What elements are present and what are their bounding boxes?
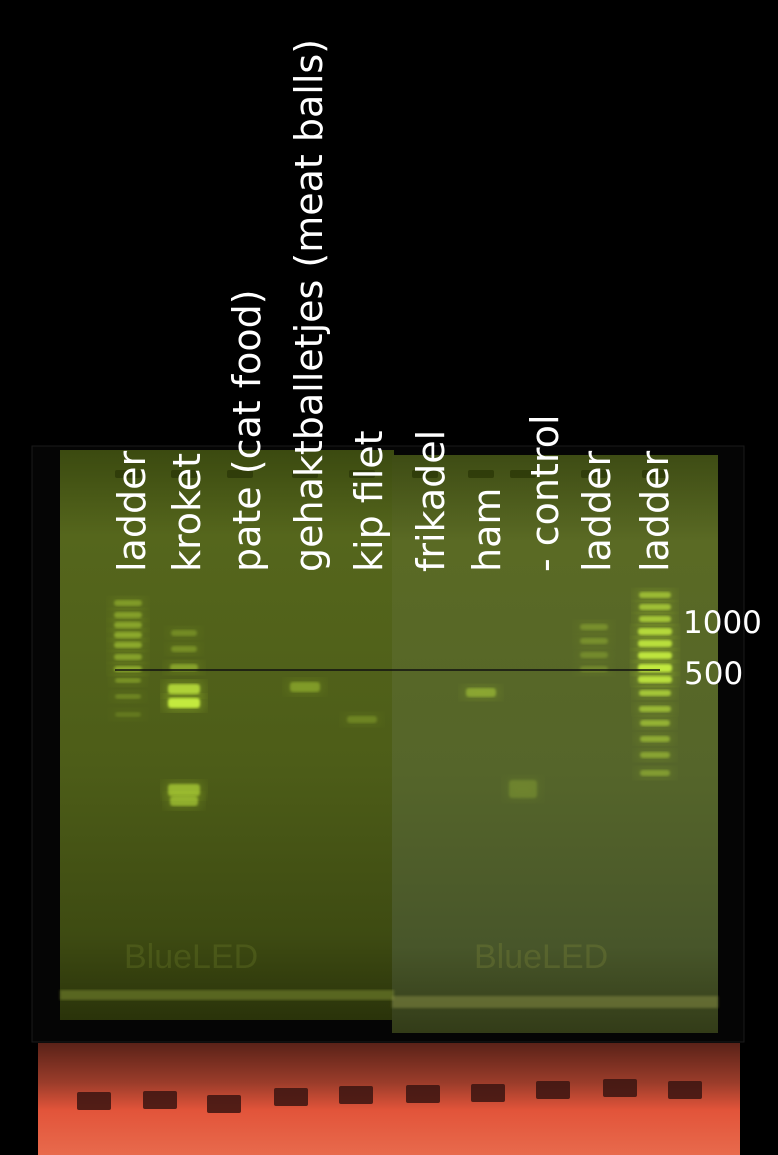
- band: [636, 767, 674, 779]
- well-10: [642, 470, 668, 478]
- lane-label-6: frikadel: [409, 429, 453, 572]
- tray-well-1: [77, 1092, 111, 1110]
- lane-label-10: ladder: [633, 450, 677, 572]
- size-marker-1000: 1000: [683, 605, 762, 641]
- tray-wells: [77, 1079, 702, 1113]
- tray-well-4: [274, 1088, 308, 1106]
- lane-label-9: ladder: [575, 450, 619, 572]
- lane-label-7: ham: [465, 487, 509, 572]
- band: [110, 609, 146, 621]
- band: [576, 649, 612, 661]
- well-3: [227, 470, 253, 478]
- gel-watermark-right: BlueLED: [474, 938, 608, 976]
- well-2: [171, 470, 197, 478]
- lane-label-8: - control: [523, 414, 567, 572]
- band: [635, 703, 675, 715]
- lane-label-2: kroket: [165, 453, 209, 572]
- band: [111, 691, 145, 702]
- band: [166, 793, 202, 809]
- wells: [115, 470, 668, 478]
- band: [166, 661, 202, 674]
- band: [576, 621, 612, 633]
- tray-well-10: [668, 1081, 702, 1099]
- band: [111, 709, 145, 720]
- band: [110, 629, 146, 641]
- band: [635, 601, 675, 613]
- band: [635, 589, 675, 601]
- band: [110, 639, 146, 651]
- band: [343, 713, 381, 726]
- band: [167, 643, 201, 655]
- band: [636, 717, 674, 729]
- tray-well-3: [207, 1095, 241, 1113]
- band: [110, 651, 146, 663]
- band: [110, 619, 146, 631]
- tray-well-2: [143, 1091, 177, 1109]
- band: [635, 687, 675, 699]
- band: [111, 675, 145, 686]
- lane-label-4: gehaktballetjes (meat balls): [287, 38, 331, 572]
- size-marker-500: 500: [684, 656, 744, 692]
- band: [286, 679, 324, 695]
- well-9: [581, 470, 607, 478]
- tray-well-5: [339, 1086, 373, 1104]
- band: [634, 661, 676, 675]
- tray-well-9: [603, 1079, 637, 1097]
- well-5: [349, 470, 375, 478]
- band: [634, 649, 676, 662]
- band: [505, 777, 541, 801]
- well-4: [292, 470, 318, 478]
- band: [164, 681, 204, 697]
- well-1: [115, 470, 141, 478]
- well-7: [468, 470, 494, 478]
- tray-well-7: [471, 1084, 505, 1102]
- gel-watermark-left: BlueLED: [124, 938, 258, 976]
- lane-label-1: ladder: [110, 450, 154, 572]
- dna-bands: [110, 589, 676, 809]
- band: [167, 627, 201, 639]
- lane-label-3: pate (cat food): [225, 289, 269, 572]
- band: [634, 637, 676, 650]
- band: [110, 663, 146, 675]
- tray-well-8: [536, 1081, 570, 1099]
- band: [634, 625, 676, 638]
- band: [462, 685, 500, 700]
- band: [576, 663, 612, 675]
- band: [576, 635, 612, 647]
- band: [636, 733, 674, 745]
- well-6: [412, 470, 438, 478]
- band: [636, 749, 674, 761]
- lane-label-5: kip filet: [347, 430, 391, 572]
- tray-well-6: [406, 1085, 440, 1103]
- band: [634, 673, 676, 686]
- well-8: [510, 470, 536, 478]
- band: [635, 613, 675, 625]
- band: [110, 597, 146, 609]
- band: [164, 695, 204, 711]
